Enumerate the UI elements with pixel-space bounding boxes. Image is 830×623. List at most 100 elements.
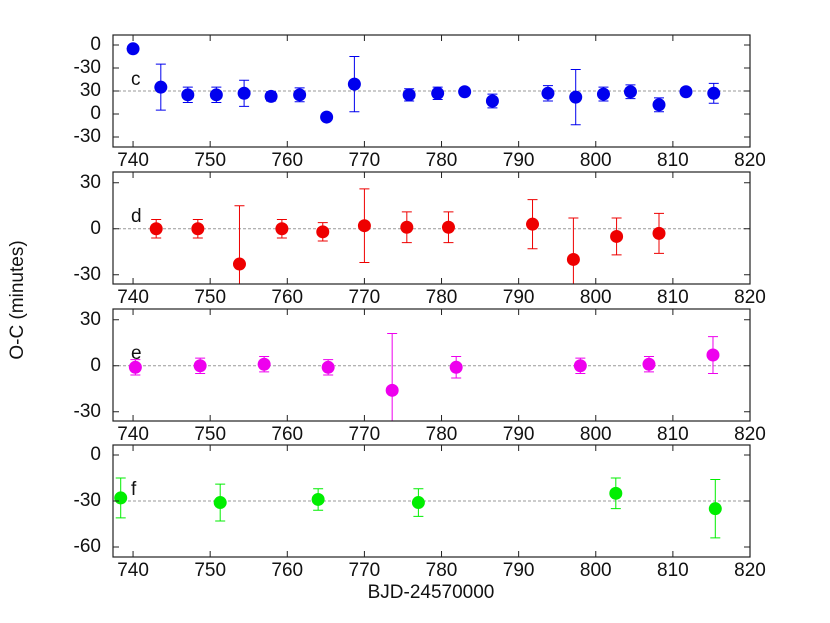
- x-tick-label: 780: [426, 424, 458, 445]
- point: [706, 348, 720, 362]
- point: [449, 360, 463, 374]
- x-tick-label: 750: [194, 287, 226, 308]
- plot-frame: [112, 308, 751, 422]
- y-tick-label: -30: [74, 401, 101, 422]
- y-axis-label: O-C (minutes): [7, 240, 28, 359]
- point: [357, 219, 371, 233]
- plot-area: [113, 477, 750, 539]
- x-tick-label: 790: [503, 287, 535, 308]
- point: [566, 252, 580, 266]
- y-tick-label: 0: [90, 103, 101, 124]
- point: [114, 491, 128, 505]
- point: [541, 86, 555, 100]
- x-tick-label: 810: [657, 150, 689, 171]
- x-tick-label: 810: [657, 560, 689, 581]
- x-tick-label: 770: [349, 287, 381, 308]
- x-tick-label: 810: [657, 287, 689, 308]
- panel-label: c: [131, 69, 141, 90]
- point: [311, 492, 325, 506]
- x-tick-label: 820: [734, 150, 766, 171]
- point: [128, 360, 142, 374]
- x-tick-label: 810: [657, 424, 689, 445]
- x-tick-label: 800: [580, 424, 612, 445]
- x-tick-label: 770: [349, 424, 381, 445]
- x-axis-label: BJD-24570000: [368, 582, 495, 603]
- point: [569, 90, 583, 104]
- point: [402, 88, 416, 102]
- point: [126, 42, 140, 56]
- plot-area: [113, 42, 750, 126]
- y-tick-label: 0: [90, 218, 101, 239]
- x-tick-label: 780: [426, 150, 458, 171]
- y-tick-label: 0: [90, 444, 101, 465]
- point: [431, 86, 445, 100]
- point: [609, 486, 623, 500]
- point: [400, 220, 414, 234]
- x-tick-label: 800: [580, 560, 612, 581]
- point: [213, 496, 227, 510]
- x-tick-label: 740: [117, 424, 149, 445]
- y-tick-label: 30: [80, 172, 101, 193]
- x-tick-label: 780: [426, 287, 458, 308]
- point: [237, 86, 251, 100]
- point: [385, 383, 399, 397]
- y-tick-label: 0: [90, 34, 101, 55]
- point: [347, 77, 361, 91]
- x-tick-label: 760: [271, 424, 303, 445]
- panel-label: e: [131, 343, 142, 364]
- point: [320, 110, 334, 124]
- point: [149, 222, 163, 236]
- y-tick-label: -30: [74, 57, 101, 78]
- point: [411, 496, 425, 510]
- x-tick-label: 790: [503, 424, 535, 445]
- plot-frame: [112, 171, 751, 285]
- x-tick-label: 740: [117, 560, 149, 581]
- plot-area: [113, 188, 750, 284]
- x-tick-label: 740: [117, 150, 149, 171]
- x-tick-label: 820: [734, 424, 766, 445]
- point: [573, 359, 587, 373]
- point: [485, 94, 499, 108]
- x-tick-label: 790: [503, 560, 535, 581]
- point: [610, 229, 624, 243]
- x-tick-label: 750: [194, 560, 226, 581]
- point: [652, 226, 666, 240]
- x-tick-label: 790: [503, 150, 535, 171]
- point: [321, 360, 335, 374]
- point: [181, 88, 195, 102]
- y-tick-label: 0: [90, 355, 101, 376]
- point: [257, 357, 271, 371]
- point: [642, 357, 656, 371]
- point: [707, 86, 721, 100]
- point: [316, 225, 330, 239]
- point: [623, 85, 637, 99]
- x-tick-label: 780: [426, 560, 458, 581]
- x-tick-label: 760: [271, 560, 303, 581]
- point: [458, 85, 472, 99]
- plot-area: [113, 333, 750, 421]
- y-tick-label: 30: [80, 309, 101, 330]
- x-tick-label: 750: [194, 150, 226, 171]
- x-tick-label: 760: [271, 287, 303, 308]
- point: [596, 87, 610, 101]
- y-tick-label: -30: [74, 490, 101, 511]
- point: [275, 222, 289, 236]
- panel-label: d: [131, 206, 142, 227]
- x-tick-label: 770: [349, 560, 381, 581]
- panel-label: f: [131, 479, 137, 500]
- x-tick-label: 750: [194, 424, 226, 445]
- point: [209, 88, 223, 102]
- y-tick-label: -60: [74, 536, 101, 557]
- x-tick-label: 740: [117, 287, 149, 308]
- y-tick-label: -30: [74, 126, 101, 147]
- x-tick-label: 820: [734, 287, 766, 308]
- x-tick-label: 800: [580, 287, 612, 308]
- point: [708, 502, 722, 516]
- point: [679, 85, 693, 99]
- point: [154, 80, 168, 94]
- point: [441, 220, 455, 234]
- y-tick-label: -30: [74, 264, 101, 285]
- x-tick-label: 760: [271, 150, 303, 171]
- x-tick-label: 820: [734, 560, 766, 581]
- point: [264, 89, 278, 103]
